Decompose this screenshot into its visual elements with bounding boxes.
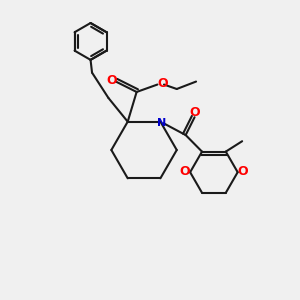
Text: O: O <box>106 74 117 87</box>
Text: O: O <box>238 165 248 178</box>
Text: O: O <box>179 165 190 178</box>
Text: O: O <box>157 76 168 89</box>
Text: O: O <box>190 106 200 119</box>
Text: N: N <box>157 118 166 128</box>
